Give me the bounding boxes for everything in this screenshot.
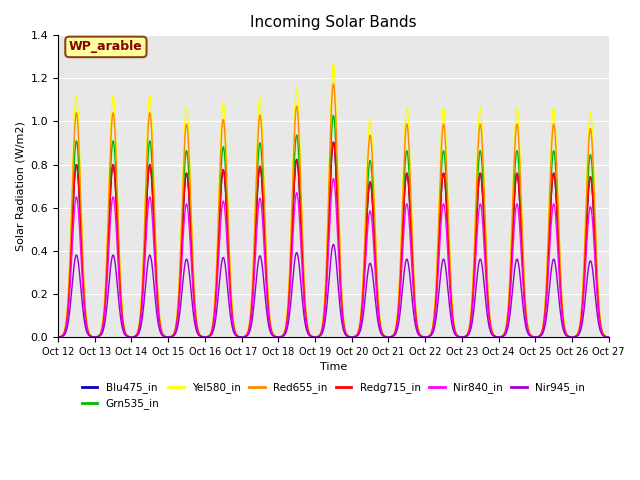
Line: Grn535_in: Grn535_in [58, 115, 609, 337]
Yel580_in [603, 334, 611, 340]
Blu475_in [605, 334, 612, 340]
Line: Redg715_in: Redg715_in [58, 142, 609, 337]
Line: Yel580_in: Yel580_in [58, 64, 609, 337]
Redg715_in [166, 334, 174, 340]
Red655_in [488, 326, 495, 332]
Grn535_in [603, 334, 611, 340]
Nir945_in [488, 331, 495, 337]
Blu475_in [488, 328, 495, 334]
Yel580_in [410, 259, 417, 264]
Blu475_in [260, 226, 268, 232]
Nir840_in [172, 327, 180, 333]
Line: Nir840_in: Nir840_in [58, 179, 609, 337]
Blu475_in [410, 280, 417, 286]
Nir945_in [172, 330, 180, 336]
Red655_in [166, 334, 174, 340]
Red655_in [605, 334, 612, 340]
Redg715_in [605, 334, 612, 340]
Nir945_in [410, 309, 417, 314]
Grn535_in [166, 334, 174, 340]
Nir945_in [605, 334, 612, 340]
Yel580_in [54, 334, 62, 340]
Nir945_in [330, 241, 337, 247]
Y-axis label: Solar Radiation (W/m2): Solar Radiation (W/m2) [15, 121, 25, 251]
Blu475_in [603, 334, 611, 340]
Grn535_in [330, 112, 337, 118]
Nir840_in [166, 334, 174, 340]
Redg715_in [410, 280, 417, 286]
Redg715_in [488, 328, 495, 334]
Redg715_in [330, 139, 337, 145]
Nir840_in [330, 176, 337, 181]
Nir840_in [260, 246, 268, 252]
Blu475_in [166, 334, 174, 340]
Yel580_in [172, 322, 180, 328]
Nir840_in [603, 334, 611, 340]
Line: Red655_in: Red655_in [58, 84, 609, 337]
X-axis label: Time: Time [320, 362, 347, 372]
Yel580_in [260, 183, 268, 189]
Red655_in [330, 81, 337, 87]
Nir945_in [260, 283, 268, 288]
Nir945_in [54, 334, 62, 340]
Grn535_in [172, 324, 180, 330]
Line: Blu475_in: Blu475_in [58, 142, 609, 337]
Red655_in [603, 334, 611, 340]
Yel580_in [605, 334, 612, 340]
Nir840_in [488, 329, 495, 335]
Grn535_in [488, 327, 495, 333]
Nir840_in [410, 290, 417, 296]
Redg715_in [603, 334, 611, 340]
Red655_in [260, 193, 268, 199]
Red655_in [54, 334, 62, 340]
Redg715_in [260, 226, 268, 232]
Yel580_in [488, 326, 495, 332]
Text: WP_arable: WP_arable [69, 40, 143, 53]
Nir945_in [166, 334, 174, 340]
Redg715_in [172, 325, 180, 331]
Redg715_in [54, 334, 62, 340]
Legend: Blu475_in, Grn535_in, Yel580_in, Red655_in, Redg715_in, Nir840_in, Nir945_in: Blu475_in, Grn535_in, Yel580_in, Red655_… [77, 378, 589, 414]
Title: Incoming Solar Bands: Incoming Solar Bands [250, 15, 417, 30]
Nir840_in [54, 334, 62, 340]
Grn535_in [605, 334, 612, 340]
Nir945_in [603, 334, 611, 340]
Grn535_in [54, 334, 62, 340]
Blu475_in [172, 325, 180, 331]
Yel580_in [166, 334, 174, 340]
Blu475_in [330, 139, 337, 145]
Line: Nir945_in: Nir945_in [58, 244, 609, 337]
Nir840_in [605, 334, 612, 340]
Blu475_in [54, 334, 62, 340]
Yel580_in [330, 61, 337, 67]
Grn535_in [410, 273, 417, 279]
Red655_in [172, 323, 180, 329]
Grn535_in [260, 211, 268, 217]
Red655_in [410, 264, 417, 270]
